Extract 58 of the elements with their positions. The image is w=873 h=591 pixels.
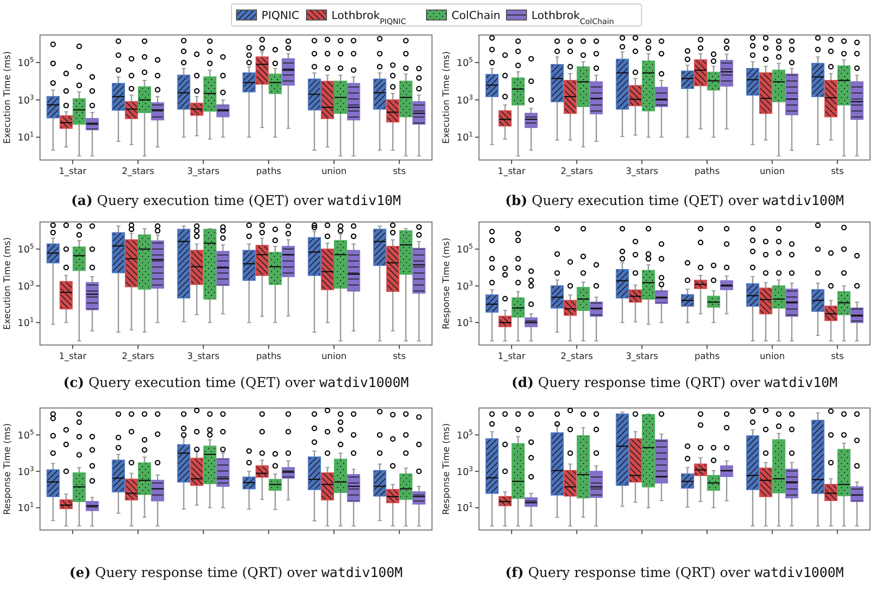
y-tick-label: 10$^{3}$ [456, 279, 473, 292]
x-tick-label: paths [256, 352, 282, 362]
y-tick-label: 10$^{3}$ [18, 279, 34, 292]
x-tick-label: sts [830, 352, 844, 362]
legend-label: ColChain [452, 9, 500, 22]
text: (e) Query response time (QRT) over watdiv100M [69, 565, 403, 581]
y-tick-label: 10$^{3}$ [456, 464, 473, 478]
x-tick-label: paths [694, 352, 720, 362]
x-tick-label: paths [256, 167, 282, 177]
text: (c) Query execution time (QET) over watdiv1000M [63, 375, 409, 391]
x-tick-label: union [760, 352, 785, 362]
y-tick-label: 10$^{5}$ [18, 56, 34, 70]
legend-label: Lothbrok$_{PIQNIC}$ [332, 9, 406, 26]
x-tick-label: 1_star [498, 167, 526, 177]
y-tick-label: 10$^{5}$ [18, 242, 34, 256]
x-tick-label: sts [392, 167, 406, 177]
x-tick-label: 1_star [58, 167, 87, 177]
x-tick-label: 1_star [58, 352, 87, 362]
text: (a) Query execution time (QET) over watdiv10M [71, 193, 401, 209]
x-tick-label: union [760, 167, 785, 177]
legend-label: Lothbrok$_{ColChain}$ [532, 9, 614, 26]
x-tick-label: 2_stars [560, 167, 594, 177]
x-tick-label: 2_stars [122, 352, 154, 362]
y-tick-label: 10$^{1}$ [456, 316, 473, 330]
y-tick-label: 10$^{1}$ [456, 130, 473, 144]
text: (f) Query response time (QRT) over watdiv1000M [505, 565, 844, 581]
y-tick-label: 10$^{1}$ [18, 316, 34, 330]
x-tick-label: sts [392, 352, 406, 362]
x-tick-label: union [321, 167, 347, 177]
y-axis-title: Execution Time (ms) [442, 51, 452, 144]
y-axis-title: Response Time (ms) [3, 423, 13, 515]
x-tick-label: 3_stars [626, 352, 658, 362]
x-tick-label: 1_star [498, 352, 526, 362]
y-axis-title: Response Time (ms) [442, 423, 452, 515]
y-tick-label: 10$^{5}$ [456, 56, 473, 70]
y-tick-label: 10$^{5}$ [456, 242, 473, 256]
y-tick-label: 10$^{5}$ [18, 428, 34, 442]
y-tick-label: 10$^{5}$ [456, 428, 473, 442]
y-tick-label: 10$^{3}$ [456, 93, 473, 106]
x-tick-label: paths [694, 167, 720, 177]
y-axis-title: Response Time (ms) [442, 238, 452, 330]
y-tick-label: 10$^{1}$ [456, 501, 473, 514]
x-tick-label: 3_stars [187, 167, 220, 177]
text: (d) Query response time (QRT) over watdiv10M [512, 375, 838, 391]
y-tick-label: 10$^{1}$ [18, 130, 34, 144]
x-tick-label: union [321, 352, 347, 362]
y-tick-label: 10$^{1}$ [18, 501, 34, 514]
text: (b) Query execution time (QET) over watdiv100M [505, 193, 844, 209]
x-tick-label: sts [830, 167, 844, 177]
legend-label: PIQNIC [262, 9, 300, 22]
x-tick-label: 3_stars [626, 167, 658, 177]
y-axis-title: Execution Time (ms) [3, 51, 13, 144]
y-tick-label: 10$^{3}$ [18, 93, 34, 106]
x-tick-label: 2_stars [560, 352, 594, 362]
x-tick-label: 2_stars [122, 167, 154, 177]
x-tick-label: 3_stars [187, 352, 220, 362]
y-axis-title: Execution Time (ms) [3, 237, 13, 330]
y-tick-label: 10$^{3}$ [18, 464, 34, 478]
